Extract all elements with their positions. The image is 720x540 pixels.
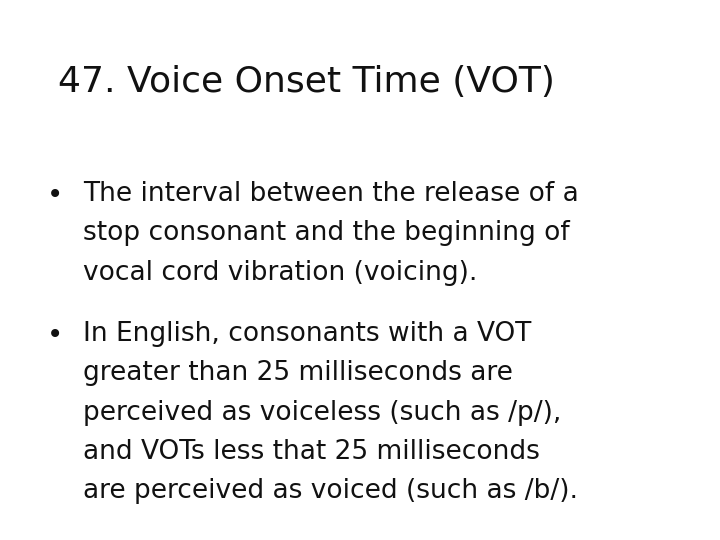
Text: are perceived as voiced (such as /b/).: are perceived as voiced (such as /b/). bbox=[83, 478, 577, 504]
Text: stop consonant and the beginning of: stop consonant and the beginning of bbox=[83, 220, 570, 246]
Text: and VOTs less that 25 milliseconds: and VOTs less that 25 milliseconds bbox=[83, 439, 540, 465]
Text: •: • bbox=[47, 321, 63, 349]
Text: In English, consonants with a VOT: In English, consonants with a VOT bbox=[83, 321, 531, 347]
Text: greater than 25 milliseconds are: greater than 25 milliseconds are bbox=[83, 360, 513, 386]
Text: vocal cord vibration (voicing).: vocal cord vibration (voicing). bbox=[83, 260, 477, 286]
Text: The interval between the release of a: The interval between the release of a bbox=[83, 181, 579, 207]
Text: •: • bbox=[47, 181, 63, 209]
Text: 47. Voice Onset Time (VOT): 47. Voice Onset Time (VOT) bbox=[58, 65, 554, 99]
Text: perceived as voiceless (such as /p/),: perceived as voiceless (such as /p/), bbox=[83, 400, 561, 426]
